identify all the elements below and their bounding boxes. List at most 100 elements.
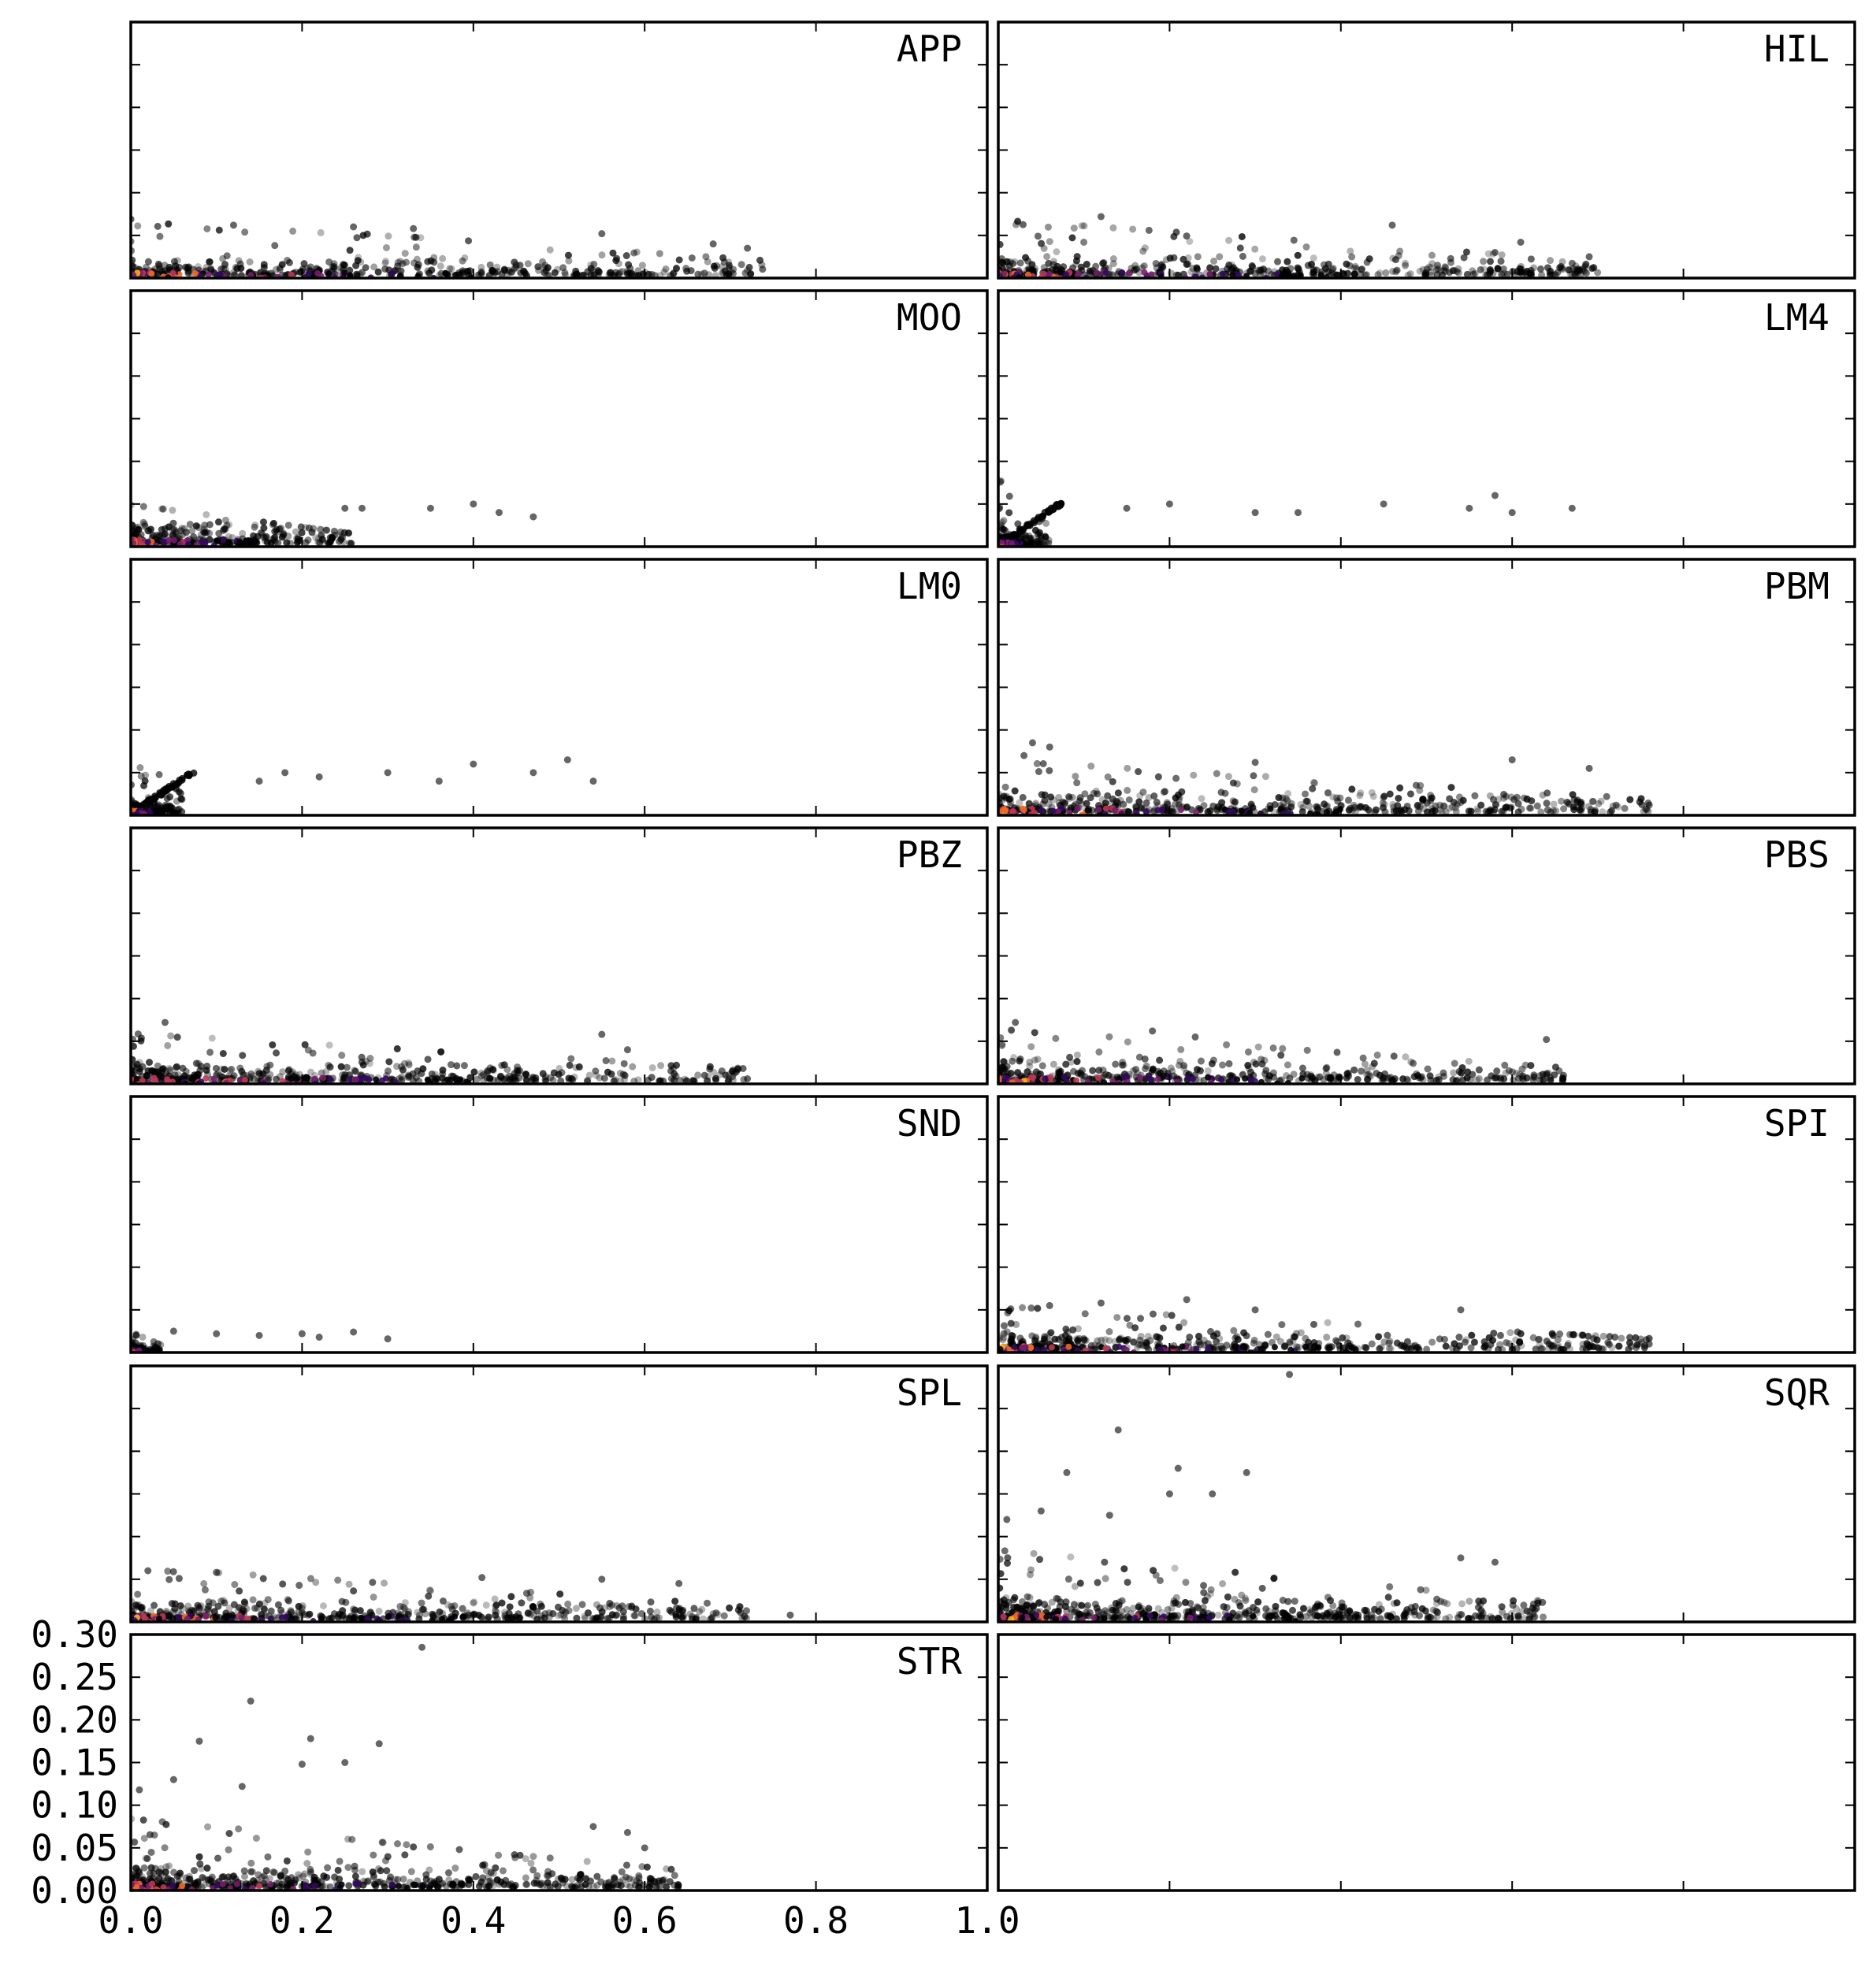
scatter-point	[1162, 1311, 1170, 1319]
scatter-point	[503, 271, 511, 278]
scatter-point	[537, 1612, 545, 1620]
panel-spi: SPI	[997, 1095, 1856, 1354]
scatter-point	[414, 1609, 422, 1616]
scatter-point	[1501, 1061, 1509, 1069]
scatter-point	[1174, 271, 1182, 278]
scatter-point	[492, 1601, 500, 1609]
scatter-point	[524, 260, 532, 268]
density-point	[147, 809, 154, 815]
scatter-point	[1010, 530, 1018, 538]
density-point	[1302, 1343, 1309, 1350]
scatter-point	[1109, 1073, 1116, 1081]
scatter-point	[509, 1074, 517, 1082]
scatter-point	[1375, 1333, 1383, 1341]
scatter-point	[1132, 803, 1140, 811]
scatter-point	[1080, 238, 1088, 246]
scatter-point	[393, 1045, 401, 1052]
scatter-point	[1035, 536, 1042, 544]
scatter-point	[161, 525, 169, 532]
scatter-point	[1354, 1075, 1361, 1083]
scatter-point	[1073, 779, 1081, 787]
scatter-point	[648, 1074, 656, 1082]
scatter-point	[656, 250, 663, 258]
scatter-point	[1308, 260, 1316, 268]
scatter-point	[1486, 258, 1494, 265]
scatter-point	[262, 534, 269, 542]
panel-snd: SND	[129, 1095, 989, 1354]
scatter-point	[262, 537, 269, 545]
scatter-point	[1172, 800, 1179, 808]
scatter-point	[541, 269, 548, 276]
scatter-point	[369, 1579, 377, 1586]
scatter-point	[159, 1065, 167, 1073]
scatter-point	[178, 808, 186, 815]
panel-label: SPL	[897, 1371, 962, 1414]
scatter-point	[477, 1069, 485, 1077]
outlier-point	[744, 1075, 752, 1082]
outlier-point	[1388, 221, 1396, 229]
scatter-point	[175, 1575, 183, 1583]
scatter-point	[1135, 798, 1143, 806]
scatter-point	[1568, 259, 1576, 267]
density-point	[169, 269, 176, 276]
outlier-point	[384, 769, 392, 777]
scatter-point	[439, 254, 447, 262]
scatter-point	[590, 261, 598, 269]
scatter-point	[206, 265, 214, 273]
scatter-point	[309, 1049, 317, 1057]
density-point	[1205, 1345, 1212, 1352]
scatter-point	[370, 263, 378, 271]
scatter-point	[1475, 1074, 1483, 1082]
scatter-point	[1041, 796, 1049, 804]
scatter-point	[1490, 1330, 1498, 1338]
scatter-point	[1628, 1342, 1636, 1350]
scatter-point	[1086, 267, 1094, 275]
scatter-point	[1573, 269, 1581, 276]
scatter-point	[186, 521, 194, 529]
panel-label: SND	[897, 1102, 962, 1145]
scatter-point	[1603, 792, 1610, 800]
scatter-point	[350, 1587, 358, 1595]
scatter-point	[1004, 1309, 1012, 1317]
scatter-point	[133, 1063, 141, 1071]
scatter-point	[741, 269, 749, 277]
outlier-point	[255, 777, 263, 785]
scatter-point	[230, 1072, 238, 1080]
density-point	[1094, 1074, 1101, 1082]
scatter-point	[1098, 796, 1106, 803]
scatter-point	[485, 1074, 493, 1082]
scatter-point	[158, 505, 166, 513]
scatter-point	[1538, 1345, 1546, 1353]
scatter-point	[1428, 271, 1436, 278]
scatter-point	[1547, 267, 1555, 275]
scatter-point	[1372, 806, 1380, 814]
scatter-point	[1394, 802, 1402, 810]
scatter-point	[1041, 791, 1049, 799]
scatter-point	[534, 263, 542, 271]
scatter-point	[1279, 1045, 1287, 1052]
outlier-point	[1585, 764, 1593, 772]
scatter-point	[152, 793, 160, 801]
scatter-point	[1225, 236, 1233, 244]
scatter-point	[180, 525, 188, 532]
outlier-point	[1568, 504, 1576, 512]
scatter-point	[197, 1602, 205, 1610]
scatter-point	[249, 1615, 257, 1622]
scatter-point	[1577, 271, 1584, 278]
scatter-point	[1579, 1345, 1587, 1353]
density-point	[136, 536, 143, 544]
density-point	[1185, 1074, 1192, 1082]
scatter-point	[1514, 1328, 1521, 1336]
scatter-point	[667, 1067, 675, 1075]
scatter-point	[1489, 269, 1497, 277]
scatter-point	[1563, 798, 1571, 806]
scatter-point	[192, 522, 200, 530]
scatter-point	[277, 1606, 285, 1614]
scatter-point	[1032, 800, 1040, 807]
scatter-point	[194, 1601, 202, 1609]
scatter-point	[405, 1059, 413, 1067]
panel-label: LM4	[1764, 296, 1830, 339]
scatter-point	[1025, 800, 1033, 807]
scatter-point	[1503, 1338, 1510, 1346]
scatter-point	[506, 268, 514, 276]
